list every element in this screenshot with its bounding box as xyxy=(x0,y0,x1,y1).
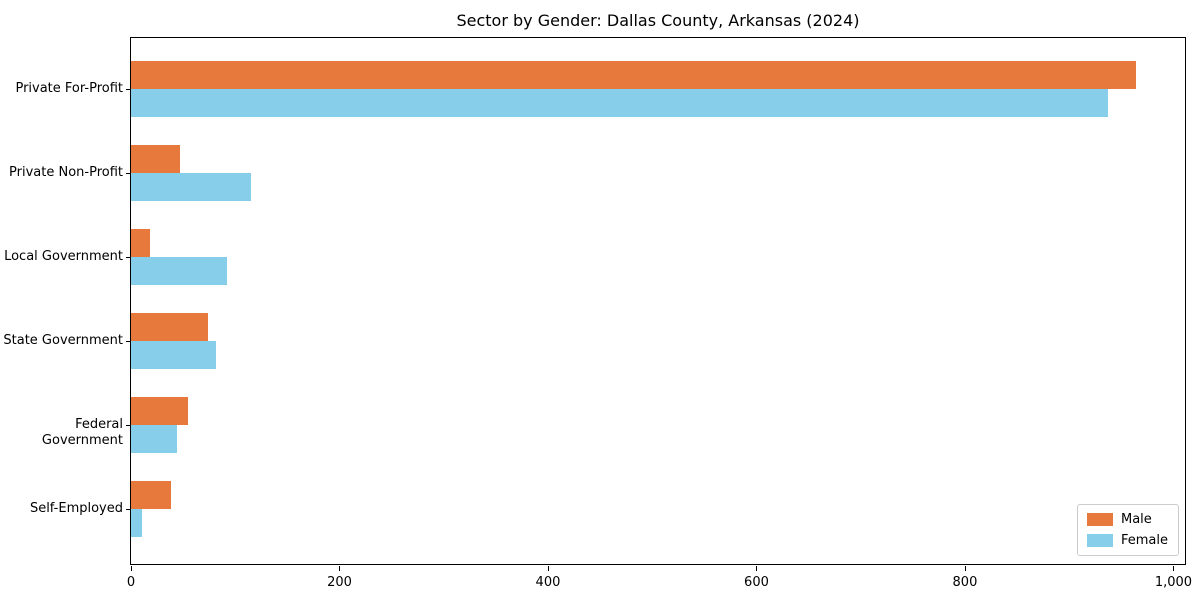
bar-female-private-non-profit xyxy=(131,173,251,201)
y-axis-tick xyxy=(126,89,131,90)
y-axis-tick xyxy=(126,173,131,174)
bar-female-state-government xyxy=(131,341,217,369)
x-axis-tick xyxy=(756,566,758,571)
y-axis-tick xyxy=(126,341,131,342)
x-axis-tick xyxy=(131,566,132,571)
y-axis-category-label: State Government xyxy=(3,333,123,348)
x-axis-tick-label: 200 xyxy=(327,575,352,590)
x-axis-tick-label: 0 xyxy=(126,575,136,590)
y-axis-tick xyxy=(126,257,131,258)
x-axis-tick xyxy=(339,566,341,571)
bar-female-self-employed xyxy=(131,509,143,537)
legend-entry-male: Male xyxy=(1086,512,1168,527)
bar-male-federal-government xyxy=(131,397,189,425)
bar-female-private-for-profit xyxy=(131,89,1108,117)
bar-female-federal-government xyxy=(131,425,177,453)
y-axis-category-label: Self-Employed xyxy=(29,501,123,516)
chart-title: Sector by Gender: Dallas County, Arkansa… xyxy=(456,11,860,30)
y-axis-category-label: Local Government xyxy=(4,249,123,264)
legend-swatch-male xyxy=(1086,513,1113,526)
bar-male-private-for-profit xyxy=(131,61,1136,89)
x-axis-tick-label: 400 xyxy=(535,575,561,590)
x-axis-tick xyxy=(1173,566,1175,571)
x-axis-tick xyxy=(547,566,549,571)
plot-area: 0 200 400 600 800 1,000 Private For-Profit Priv… xyxy=(3,37,1192,590)
y-axis-tick xyxy=(126,509,131,510)
bar-male-state-government xyxy=(131,313,209,341)
legend-label-female: Female xyxy=(1120,533,1168,548)
y-axis-category-label: Private Non-Profit xyxy=(9,165,123,180)
x-axis-tick-label: 600 xyxy=(744,575,769,590)
bar-female-local-government xyxy=(131,257,227,285)
y-axis-category-label: Private For-Profit xyxy=(15,81,123,96)
bar-male-self-employed xyxy=(131,481,171,509)
x-axis-tick-label: 1,000 xyxy=(1154,575,1193,590)
y-axis-category-label: Federal Government xyxy=(41,417,123,448)
legend-label-male: Male xyxy=(1120,512,1152,527)
x-axis-tick-label: 800 xyxy=(952,575,978,590)
legend-entry-female: Female xyxy=(1086,533,1168,548)
x-axis-tick xyxy=(964,566,966,571)
legend: Male Female xyxy=(1076,504,1179,556)
bar-male-private-non-profit xyxy=(131,145,180,173)
y-axis-tick xyxy=(126,425,131,426)
legend-swatch-female xyxy=(1086,534,1113,547)
bar-male-local-government xyxy=(131,229,150,257)
